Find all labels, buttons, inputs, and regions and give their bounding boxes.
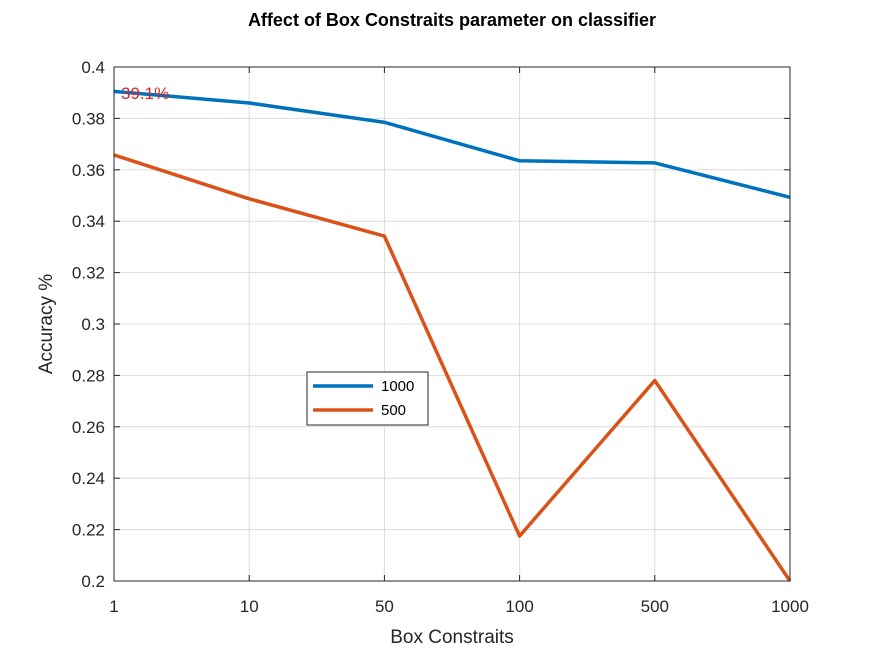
data-label: 39.1% [121,84,169,103]
y-tick-label: 0.28 [72,366,105,385]
y-tick-label: 0.24 [72,469,105,488]
x-tick-label: 500 [641,597,669,616]
legend-label-1000: 1000 [381,378,414,395]
y-tick-label: 0.3 [81,315,105,334]
x-tick-label: 100 [505,597,533,616]
y-tick-label: 0.22 [72,521,105,540]
chart-title: Affect of Box Constraits parameter on cl… [248,10,656,30]
y-axis-label: Accuracy % [36,274,57,374]
x-tick-label: 50 [375,597,394,616]
x-axis-label: Box Constraits [390,627,514,648]
tick-marks [113,66,791,582]
legend: 1000 500 [306,371,429,426]
y-tick-label: 0.26 [72,418,105,437]
series-line-500 [113,153,792,582]
y-tick-labels: 0.2 0.22 0.24 0.26 0.28 0.3 0.32 0.34 0.36 0.38 0.… [72,58,105,591]
y-tick-label: 0.2 [81,572,105,591]
x-tick-label: 10 [240,597,259,616]
y-tick-label: 0.4 [81,58,105,77]
legend-box [306,371,429,426]
x-tick-label: 1000 [771,597,809,616]
y-tick-label: 0.36 [72,161,105,180]
series-line-1000 [113,89,791,199]
x-tick-labels: 1 10 50 100 500 1000 [109,597,809,616]
y-tick-label: 0.32 [72,264,105,283]
y-tick-label: 0.38 [72,109,105,128]
y-tick-label: 0.34 [72,212,105,231]
x-tick-label: 1 [109,597,118,616]
legend-label-500: 500 [381,402,406,419]
